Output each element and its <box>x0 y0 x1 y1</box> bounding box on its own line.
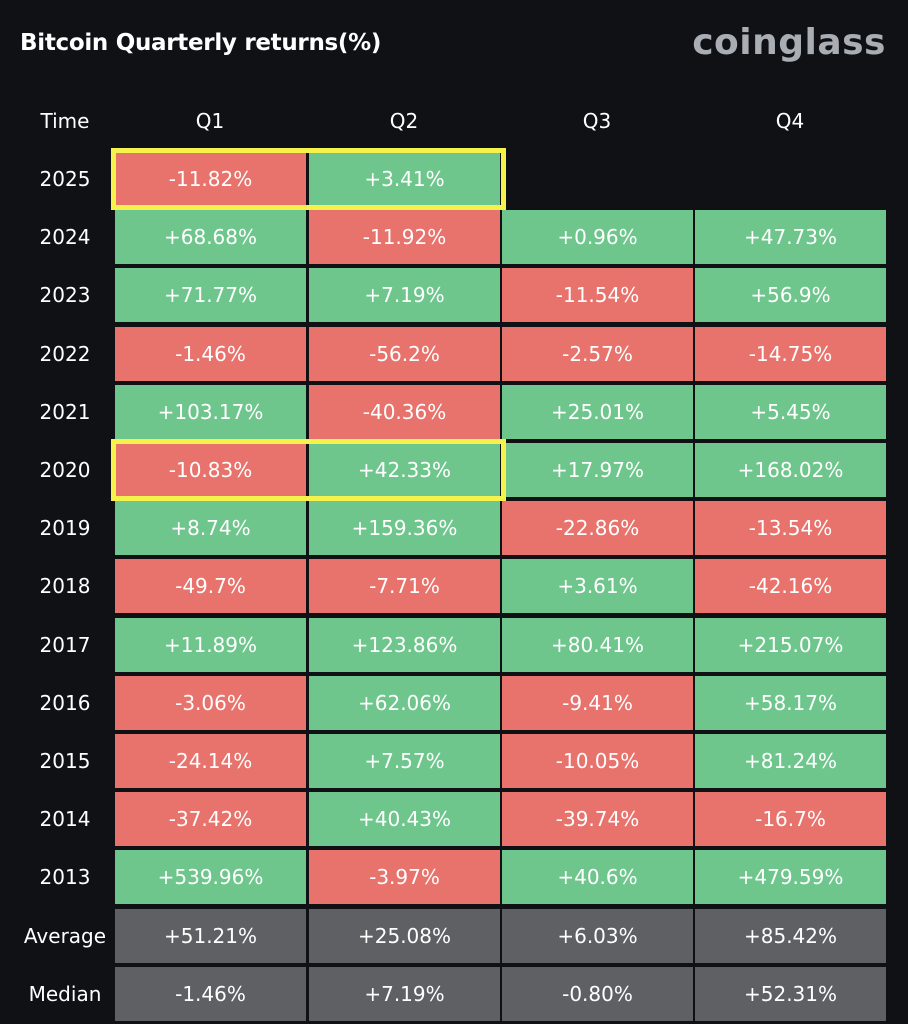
cell-2023-q3: -11.54% <box>502 268 693 322</box>
column-header-q1: Q1 <box>195 109 225 133</box>
column-header-q4: Q4 <box>775 109 805 133</box>
cell-2018-q1: -49.7% <box>115 559 306 613</box>
cell-median-q4: +52.31% <box>695 967 886 1021</box>
row-label-median: Median <box>28 982 102 1006</box>
cell-2017-q3: +80.41% <box>502 618 693 672</box>
cell-average-q3: +6.03% <box>502 909 693 963</box>
cell-2021-q1: +103.17% <box>115 385 306 439</box>
cell-2016-q3: -9.41% <box>502 676 693 730</box>
cell-2022-q3: -2.57% <box>502 327 693 381</box>
cell-2023-q4: +56.9% <box>695 268 886 322</box>
row-label-2019: 2019 <box>39 516 91 540</box>
cell-2017-q1: +11.89% <box>115 618 306 672</box>
cell-2020-q2: +42.33% <box>309 443 500 497</box>
cell-2017-q4: +215.07% <box>695 618 886 672</box>
column-header-q2: Q2 <box>389 109 419 133</box>
cell-2021-q3: +25.01% <box>502 385 693 439</box>
cell-2019-q3: -22.86% <box>502 501 693 555</box>
cell-2016-q4: +58.17% <box>695 676 886 730</box>
cell-2022-q4: -14.75% <box>695 327 886 381</box>
cell-2019-q1: +8.74% <box>115 501 306 555</box>
cell-2014-q3: -39.74% <box>502 792 693 846</box>
cell-2014-q2: +40.43% <box>309 792 500 846</box>
cell-2023-q2: +7.19% <box>309 268 500 322</box>
cell-2015-q2: +7.57% <box>309 734 500 788</box>
cell-2017-q2: +123.86% <box>309 618 500 672</box>
row-label-2013: 2013 <box>39 865 91 889</box>
cell-2016-q2: +62.06% <box>309 676 500 730</box>
cell-median-q1: -1.46% <box>115 967 306 1021</box>
cell-2024-q3: +0.96% <box>502 210 693 264</box>
cell-2018-q2: -7.71% <box>309 559 500 613</box>
cell-2024-q1: +68.68% <box>115 210 306 264</box>
cell-2016-q1: -3.06% <box>115 676 306 730</box>
row-label-2024: 2024 <box>39 225 91 249</box>
row-label-2018: 2018 <box>39 574 91 598</box>
row-label-2017: 2017 <box>39 633 91 657</box>
cell-2015-q3: -10.05% <box>502 734 693 788</box>
cell-median-q2: +7.19% <box>309 967 500 1021</box>
row-label-average: Average <box>23 924 107 948</box>
cell-2024-q4: +47.73% <box>695 210 886 264</box>
cell-2020-q4: +168.02% <box>695 443 886 497</box>
cell-2015-q1: -24.14% <box>115 734 306 788</box>
cell-2023-q1: +71.77% <box>115 268 306 322</box>
cell-2025-q1: -11.82% <box>115 152 306 206</box>
cell-average-q2: +25.08% <box>309 909 500 963</box>
cell-2022-q2: -56.2% <box>309 327 500 381</box>
cell-2013-q4: +479.59% <box>695 850 886 904</box>
cell-2021-q4: +5.45% <box>695 385 886 439</box>
cell-median-q3: -0.80% <box>502 967 693 1021</box>
row-label-2020: 2020 <box>39 458 91 482</box>
row-label-2021: 2021 <box>39 400 91 424</box>
cell-2025-q2: +3.41% <box>309 152 500 206</box>
cell-2020-q3: +17.97% <box>502 443 693 497</box>
coinglass-logo: coinglass <box>692 22 886 63</box>
cell-2019-q4: -13.54% <box>695 501 886 555</box>
cell-2019-q2: +159.36% <box>309 501 500 555</box>
cell-2018-q3: +3.61% <box>502 559 693 613</box>
column-header-q3: Q3 <box>582 109 612 133</box>
cell-2013-q2: -3.97% <box>309 850 500 904</box>
cell-2022-q1: -1.46% <box>115 327 306 381</box>
row-label-2023: 2023 <box>39 283 91 307</box>
cell-2013-q3: +40.6% <box>502 850 693 904</box>
cell-2014-q4: -16.7% <box>695 792 886 846</box>
row-label-2014: 2014 <box>39 807 91 831</box>
cell-average-q1: +51.21% <box>115 909 306 963</box>
column-header-time: Time <box>40 109 90 133</box>
cell-2020-q1: -10.83% <box>115 443 306 497</box>
chart-title: Bitcoin Quarterly returns(%) <box>20 30 382 56</box>
cell-2013-q1: +539.96% <box>115 850 306 904</box>
cell-2015-q4: +81.24% <box>695 734 886 788</box>
cell-2024-q2: -11.92% <box>309 210 500 264</box>
row-label-2022: 2022 <box>39 342 91 366</box>
row-label-2016: 2016 <box>39 691 91 715</box>
cell-2014-q1: -37.42% <box>115 792 306 846</box>
cell-2021-q2: -40.36% <box>309 385 500 439</box>
row-label-2025: 2025 <box>39 167 91 191</box>
cell-average-q4: +85.42% <box>695 909 886 963</box>
cell-2018-q4: -42.16% <box>695 559 886 613</box>
row-label-2015: 2015 <box>39 749 91 773</box>
